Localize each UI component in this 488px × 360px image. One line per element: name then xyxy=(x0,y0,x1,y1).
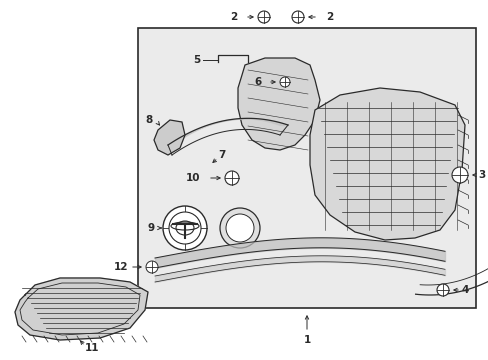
Text: 12: 12 xyxy=(113,262,128,272)
Circle shape xyxy=(169,212,201,244)
Bar xyxy=(138,28,475,308)
Polygon shape xyxy=(154,120,184,155)
Circle shape xyxy=(258,11,269,23)
Text: 7: 7 xyxy=(218,150,225,160)
Polygon shape xyxy=(238,58,319,150)
Circle shape xyxy=(451,167,467,183)
Text: 8: 8 xyxy=(145,115,153,125)
Circle shape xyxy=(291,11,304,23)
Text: 9: 9 xyxy=(147,223,155,233)
Circle shape xyxy=(280,77,289,87)
Circle shape xyxy=(146,261,158,273)
Circle shape xyxy=(436,284,448,296)
Text: 10: 10 xyxy=(185,173,200,183)
Polygon shape xyxy=(309,88,464,240)
Text: 4: 4 xyxy=(461,285,468,295)
Text: 6: 6 xyxy=(254,77,262,87)
Circle shape xyxy=(225,214,253,242)
Polygon shape xyxy=(15,278,148,340)
Text: 2: 2 xyxy=(229,12,237,22)
Text: 5: 5 xyxy=(192,55,200,65)
Text: 2: 2 xyxy=(325,12,332,22)
Circle shape xyxy=(220,208,260,248)
Text: 11: 11 xyxy=(85,343,99,353)
Text: 1: 1 xyxy=(303,335,310,345)
Circle shape xyxy=(163,206,206,250)
Circle shape xyxy=(224,171,239,185)
Text: 3: 3 xyxy=(477,170,484,180)
